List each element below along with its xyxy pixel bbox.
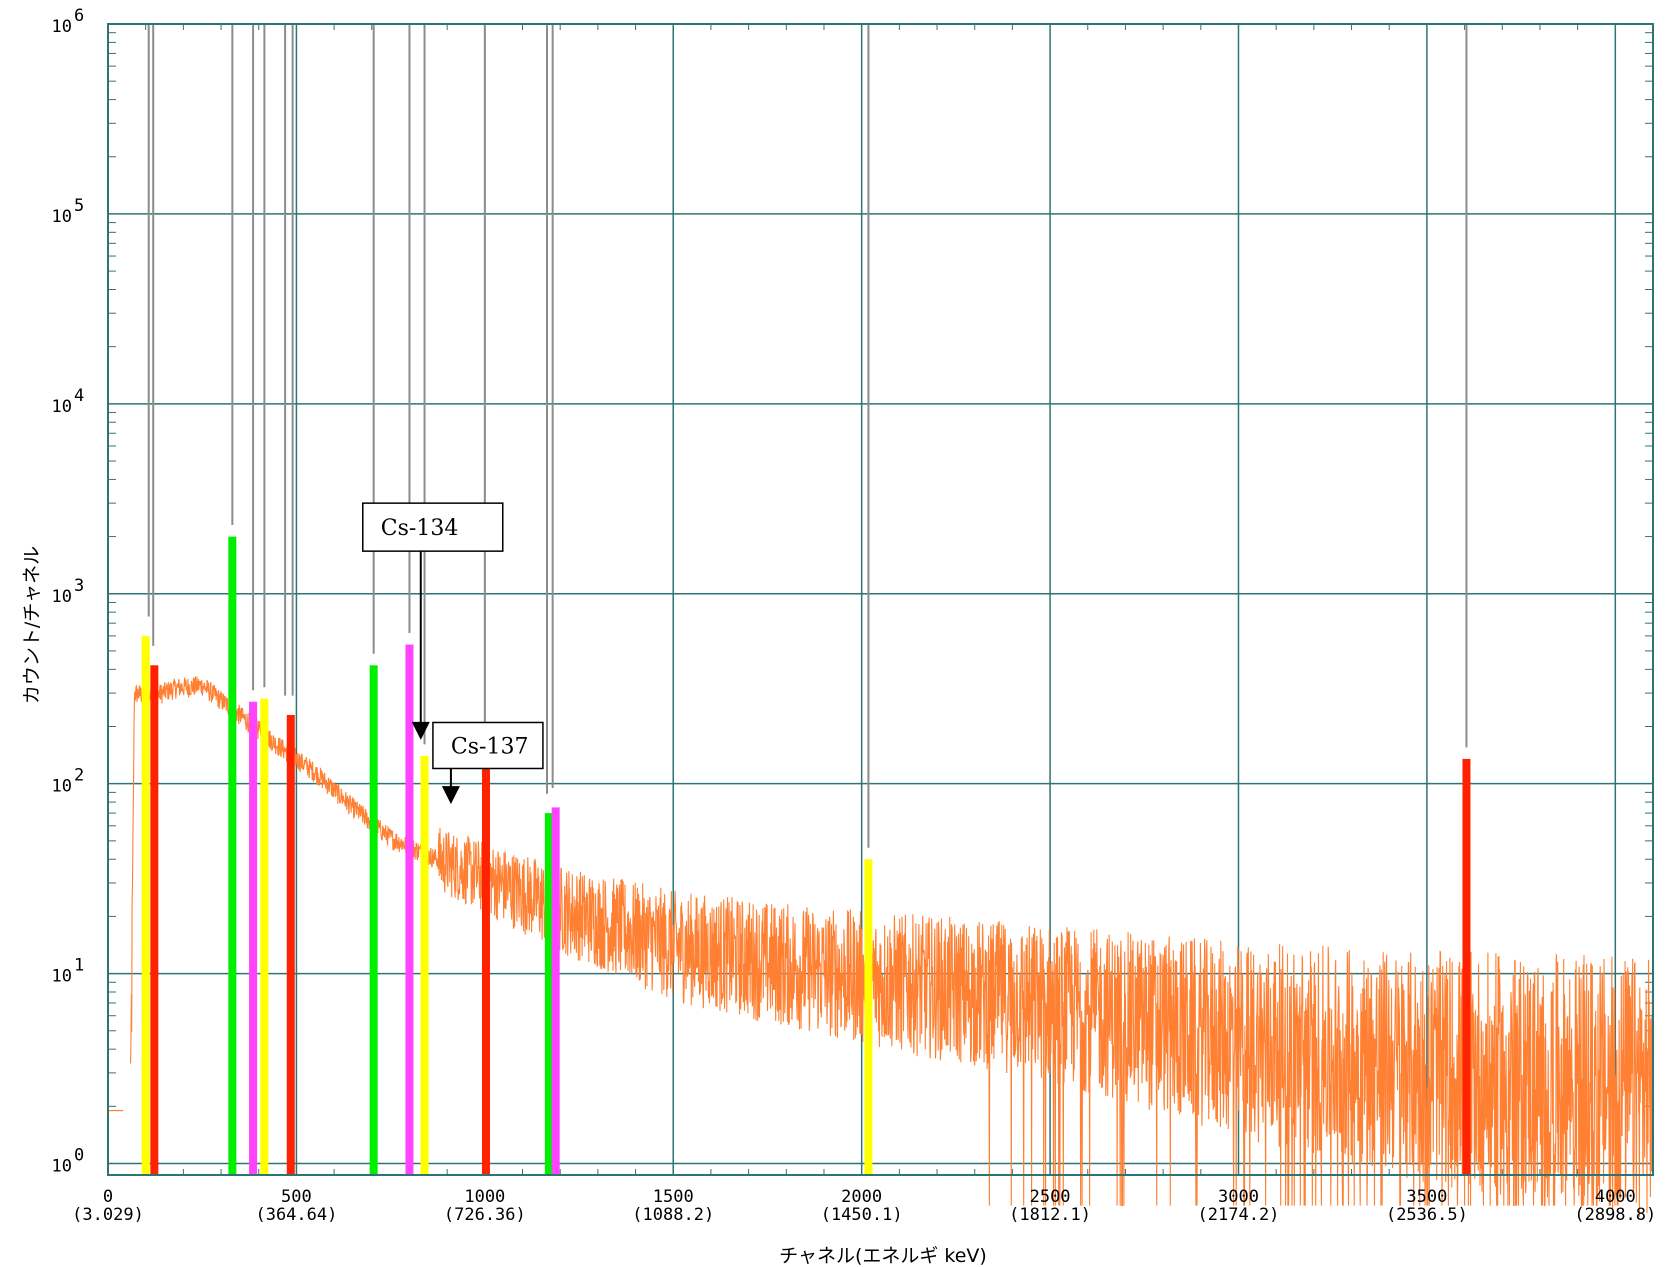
y-tick-label: 10 bbox=[52, 207, 72, 227]
peak-bar bbox=[481, 750, 490, 1175]
x-axis-label: チャネル(エネルギ keV) bbox=[779, 1245, 987, 1267]
y-tick-label: 10 bbox=[52, 397, 72, 417]
x-tick-label: 2000 bbox=[841, 1187, 882, 1207]
plot-frame bbox=[107, 23, 1654, 1176]
peak-bar bbox=[260, 698, 269, 1175]
annotation-arrow-head bbox=[411, 721, 430, 740]
x-tick-label: 500 bbox=[281, 1187, 312, 1207]
x-tick-energy-label: (1812.1) bbox=[1009, 1205, 1091, 1225]
x-tick-label: 4000 bbox=[1595, 1187, 1636, 1207]
y-tick-exponent: 6 bbox=[74, 6, 84, 26]
y-tick-label: 10 bbox=[52, 1157, 72, 1177]
peak-bar bbox=[141, 635, 150, 1175]
y-tick-label: 10 bbox=[52, 587, 72, 607]
y-tick-exponent: 0 bbox=[74, 1146, 84, 1166]
x-tick-label: 0 bbox=[103, 1187, 113, 1207]
peak-bar bbox=[405, 644, 414, 1175]
y-tick-exponent: 5 bbox=[74, 196, 84, 216]
plot-border bbox=[107, 23, 1654, 1176]
y-tick-label: 10 bbox=[52, 17, 72, 37]
annotation-box bbox=[362, 502, 504, 552]
y-tick-exponent: 1 bbox=[74, 956, 84, 976]
peak-bar bbox=[249, 701, 258, 1175]
annotation-arrow-head bbox=[441, 786, 460, 805]
x-tick-label: 1000 bbox=[464, 1187, 505, 1207]
x-tick-labels: 0(3.029) 500(364.64) 1000(726.36) 1500(1088… bbox=[72, 1187, 1656, 1225]
peak-bar bbox=[369, 665, 378, 1175]
annotation-box bbox=[432, 721, 544, 770]
x-tick-label: 1500 bbox=[653, 1187, 694, 1207]
y-tick-label: 10 bbox=[52, 777, 72, 797]
peak-bar bbox=[286, 714, 295, 1175]
annotations: Cs-134 Cs-137 bbox=[362, 502, 544, 805]
annotation-label: Cs-137 bbox=[451, 734, 529, 759]
x-tick-energy-label: (1450.1) bbox=[821, 1205, 903, 1225]
peak-bar bbox=[420, 755, 429, 1175]
y-axis-label: カウント/チャネル bbox=[21, 546, 43, 704]
y-tick-exponent: 4 bbox=[74, 386, 84, 406]
peak-bars bbox=[141, 24, 1471, 1175]
x-tick-energy-label: (2174.2) bbox=[1198, 1205, 1280, 1225]
x-tick-energy-label: (1088.2) bbox=[632, 1205, 714, 1225]
x-tick-energy-label: (2536.5) bbox=[1386, 1205, 1468, 1225]
y-tick-label: 10 bbox=[52, 967, 72, 987]
y-tick-exponent: 2 bbox=[74, 766, 84, 786]
x-tick-label: 3500 bbox=[1406, 1187, 1447, 1207]
peak-bar bbox=[150, 665, 159, 1175]
spectrum-series bbox=[108, 676, 1654, 1217]
annotation-label: Cs-134 bbox=[381, 516, 459, 541]
x-tick-energy-label: (3.029) bbox=[72, 1205, 144, 1225]
x-tick-energy-label: (364.64) bbox=[255, 1205, 337, 1225]
x-tick-label: 3000 bbox=[1218, 1187, 1259, 1207]
x-tick-energy-label: (726.36) bbox=[444, 1205, 526, 1225]
peak-bar bbox=[864, 859, 873, 1175]
spectrum-line bbox=[130, 676, 1654, 1217]
x-tick-label: 2500 bbox=[1030, 1187, 1071, 1207]
y-tick-exponent: 3 bbox=[74, 576, 84, 596]
peak-bar bbox=[551, 807, 560, 1175]
peak-bar bbox=[544, 813, 553, 1175]
peak-bar bbox=[1462, 758, 1471, 1175]
peak-bar bbox=[228, 536, 237, 1175]
x-tick-energy-label: (2898.8) bbox=[1574, 1205, 1656, 1225]
